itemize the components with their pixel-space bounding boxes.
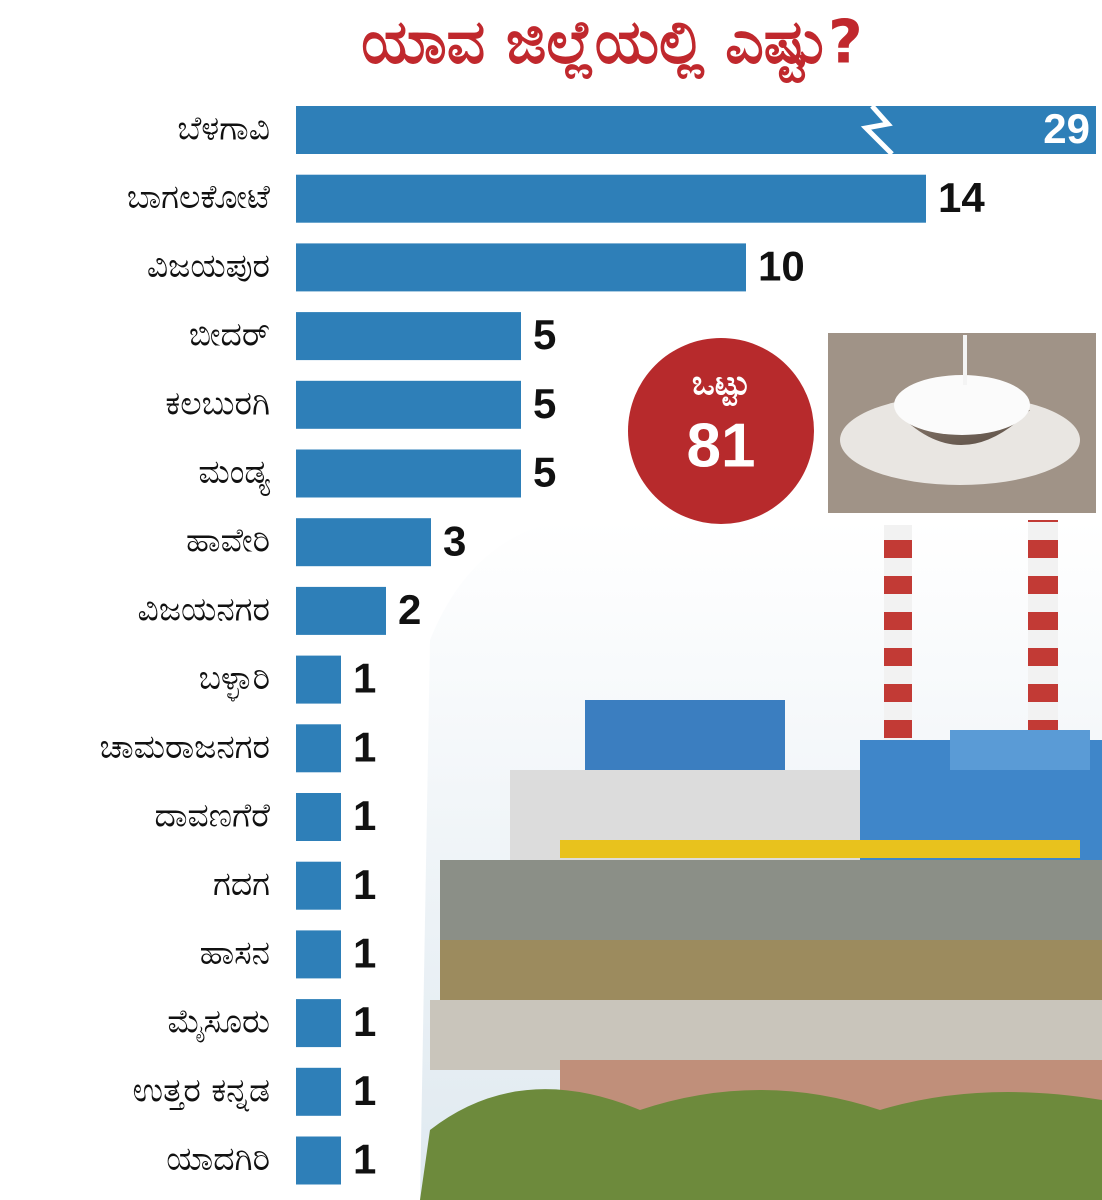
category-label: ಚಾಮರಾಜನಗರ: [99, 727, 270, 766]
category-label: ಬಳ್ಳಾರಿ: [199, 658, 270, 701]
category-label: ಮೈಸೂರು: [167, 1002, 270, 1043]
bar: [296, 861, 341, 910]
value-label: 10: [758, 242, 805, 289]
bar: [296, 724, 341, 773]
category-label: ಉತ್ತರ ಕನ್ನಡ: [133, 1070, 270, 1111]
category-label: ಹಾವೇರಿ: [186, 521, 270, 560]
value-label: 5: [533, 311, 556, 358]
total-label: ಒಟ್ಟು: [692, 364, 750, 407]
bar: [296, 518, 431, 567]
bar: [296, 380, 521, 429]
value-label: 29: [1043, 105, 1090, 152]
category-label: ಕಲಬುರಗಿ: [165, 383, 270, 422]
chart-title: ಯಾವ ಜಿಲ್ಲೆಯಲ್ಲಿ ಎಷ್ಟು?: [361, 8, 863, 83]
value-label: 1: [353, 929, 376, 976]
value-label: 14: [938, 174, 985, 221]
category-label: ಮಂಡ್ಯ: [198, 452, 270, 496]
bar: [296, 243, 746, 292]
value-label: 3: [443, 517, 466, 564]
bar: [296, 1067, 341, 1116]
bar: [296, 586, 386, 635]
value-label: 1: [353, 861, 376, 908]
value-label: 1: [353, 998, 376, 1045]
bar: [296, 793, 341, 841]
value-label: 1: [353, 1067, 376, 1114]
bar: [296, 106, 1096, 154]
axis-break: [860, 104, 894, 156]
category-label: ಬಾಗಲಕೋಟೆ: [127, 177, 271, 216]
total-value: 81: [687, 411, 756, 480]
category-label: ದಾವಣಗೆರೆ: [155, 796, 271, 835]
value-label: 5: [533, 449, 556, 496]
value-label: 5: [533, 380, 556, 427]
category-label: ಯಾದಗಿರಿ: [166, 1139, 270, 1178]
bar: [296, 655, 341, 704]
bar: [296, 999, 341, 1048]
category-label: ಬೀದರ್: [189, 315, 270, 354]
bar: [296, 174, 926, 223]
value-label: 1: [353, 723, 376, 770]
value-label: 1: [353, 655, 376, 702]
value-label: 2: [398, 586, 421, 633]
value-label: 1: [353, 792, 376, 839]
sugar-photo: [828, 333, 1096, 513]
total-badge: [628, 338, 814, 524]
value-label: 1: [353, 1136, 376, 1183]
category-label: ವಿಜಯಪುರ: [147, 246, 270, 285]
bar: [296, 449, 521, 498]
category-label: ಹಾಸನ: [200, 933, 270, 972]
factory-photo: [420, 520, 1102, 1200]
category-label: ವಿಜಯನಗರ: [138, 589, 270, 628]
category-label: ಬೆಳಗಾವಿ: [177, 109, 270, 148]
bar: [296, 312, 521, 361]
bar: [296, 930, 341, 979]
bar: [296, 1136, 341, 1185]
category-label: ಗದಗ: [213, 864, 270, 903]
